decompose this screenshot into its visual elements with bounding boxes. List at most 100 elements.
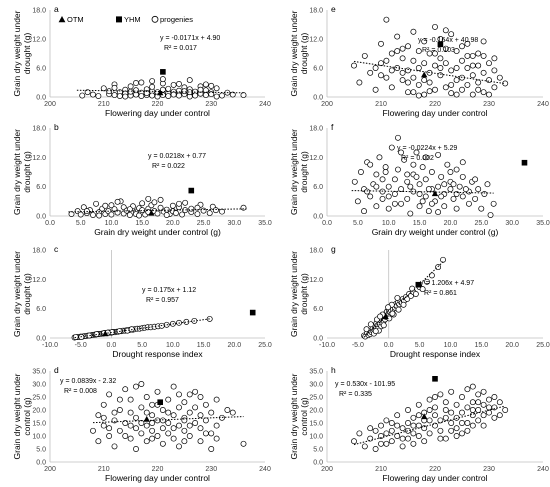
x-tick-label: 5.0 bbox=[353, 220, 363, 227]
progeny-point bbox=[421, 60, 428, 67]
progeny-point bbox=[367, 69, 374, 76]
progeny-point bbox=[491, 394, 498, 400]
progeny-point bbox=[111, 92, 118, 99]
x-tick-label: 210 bbox=[375, 101, 387, 108]
progeny-point bbox=[481, 191, 488, 197]
progeny-point bbox=[419, 164, 426, 171]
x-tick-label: 10.0 bbox=[166, 342, 180, 349]
progeny-point bbox=[389, 310, 396, 317]
x-tick-label: 25.0 bbox=[536, 342, 550, 349]
x-tick-label: 5.0 bbox=[137, 342, 147, 349]
progeny-point bbox=[126, 212, 133, 218]
progeny-point bbox=[108, 202, 115, 209]
progeny-point bbox=[229, 91, 236, 98]
progeny-point bbox=[480, 89, 487, 96]
progeny-point bbox=[133, 80, 139, 86]
progeny-point bbox=[435, 151, 442, 158]
progeny-point bbox=[143, 409, 150, 416]
x-tick-label: 15.0 bbox=[197, 342, 211, 349]
progeny-point bbox=[127, 409, 134, 416]
x-tick-label: 10.0 bbox=[105, 220, 119, 227]
y-tick-label: 18.0 bbox=[32, 8, 46, 15]
y-tick-label: 12.0 bbox=[309, 37, 323, 44]
progeny-point bbox=[438, 173, 445, 180]
progeny-point bbox=[432, 62, 438, 69]
progeny-point bbox=[415, 92, 422, 99]
regression-equation: y = 1.206x + 4.97 bbox=[420, 280, 474, 287]
progeny-point bbox=[404, 195, 411, 202]
progeny-point bbox=[127, 422, 134, 429]
progeny-point bbox=[448, 388, 455, 395]
y-tick-label: 18.0 bbox=[309, 248, 323, 255]
progeny-point bbox=[405, 407, 411, 413]
progeny-point bbox=[122, 386, 129, 393]
progeny-point bbox=[383, 74, 390, 81]
progeny-point bbox=[388, 427, 395, 434]
progeny-point bbox=[157, 196, 164, 203]
regression-equation: y = 0.0218x + 0.77 bbox=[148, 153, 206, 160]
progeny-point bbox=[442, 45, 449, 52]
y-tick-label: 20.0 bbox=[32, 408, 46, 415]
x-tick-label: 200 bbox=[44, 101, 56, 108]
progeny-point bbox=[186, 409, 193, 416]
y-tick-label: 18.0 bbox=[309, 8, 323, 15]
progeny-point bbox=[361, 52, 368, 59]
x-axis-title: Drought response index bbox=[112, 349, 203, 359]
progeny-point bbox=[484, 181, 491, 188]
regression-equation: y = -0.164x + 40.98 bbox=[418, 37, 478, 44]
progeny-point bbox=[453, 166, 460, 173]
progeny-points bbox=[79, 76, 247, 100]
progeny-point bbox=[116, 396, 123, 403]
x-tick-label: 230 bbox=[205, 101, 217, 108]
progeny-point bbox=[432, 86, 438, 93]
progeny-point bbox=[394, 294, 401, 301]
progeny-point bbox=[464, 386, 471, 393]
progeny-point bbox=[407, 183, 414, 190]
y-axis-title: Grain dry weight under bbox=[289, 129, 299, 215]
progeny-point bbox=[149, 427, 156, 434]
legend: OTM YHM progenies bbox=[58, 15, 193, 24]
panel-letter: g bbox=[331, 244, 336, 254]
progeny-point bbox=[149, 83, 156, 90]
progeny-point bbox=[391, 176, 398, 183]
progeny-point bbox=[480, 412, 487, 419]
progeny-point bbox=[138, 79, 145, 86]
progeny-point bbox=[202, 430, 209, 437]
progeny-point bbox=[459, 43, 465, 50]
progeny-point bbox=[475, 62, 482, 69]
y-tick-label: 0.0 bbox=[313, 460, 323, 467]
progeny-point bbox=[213, 435, 220, 442]
progeny-point bbox=[133, 446, 139, 452]
x-axis-title: Flowering day under control bbox=[105, 473, 210, 483]
progeny-point bbox=[475, 407, 482, 413]
progeny-point bbox=[410, 161, 417, 168]
y-tick-label: 6.0 bbox=[313, 306, 323, 313]
progeny-point bbox=[475, 399, 482, 406]
progeny-point bbox=[385, 304, 392, 311]
progeny-point bbox=[410, 414, 417, 421]
progeny-point bbox=[442, 84, 449, 91]
progeny-point bbox=[447, 186, 454, 193]
progeny-point bbox=[442, 407, 449, 413]
progeny-point bbox=[442, 435, 449, 442]
progeny-point bbox=[100, 422, 107, 429]
x-tick-label: 30.0 bbox=[505, 220, 519, 227]
progeny-point bbox=[170, 91, 177, 98]
x-tick-label: 0.0 bbox=[384, 342, 394, 349]
y-tick-label: 0.0 bbox=[313, 336, 323, 343]
progeny-point bbox=[459, 57, 465, 64]
y-tick-label: 10.0 bbox=[32, 434, 46, 441]
x-tick-label: 200 bbox=[321, 101, 333, 108]
progeny-point bbox=[486, 91, 492, 98]
x-tick-label: 240 bbox=[259, 466, 271, 473]
legend-square-icon bbox=[116, 16, 122, 23]
x-tick-label: 200 bbox=[44, 466, 56, 473]
y-axis-title: Grain dry weight under bbox=[12, 373, 22, 459]
progeny-point bbox=[459, 394, 465, 400]
progeny-point bbox=[459, 173, 466, 180]
progeny-point bbox=[111, 417, 118, 424]
progeny-point bbox=[361, 208, 367, 215]
progeny-point bbox=[399, 435, 406, 442]
progeny-point bbox=[176, 87, 182, 94]
